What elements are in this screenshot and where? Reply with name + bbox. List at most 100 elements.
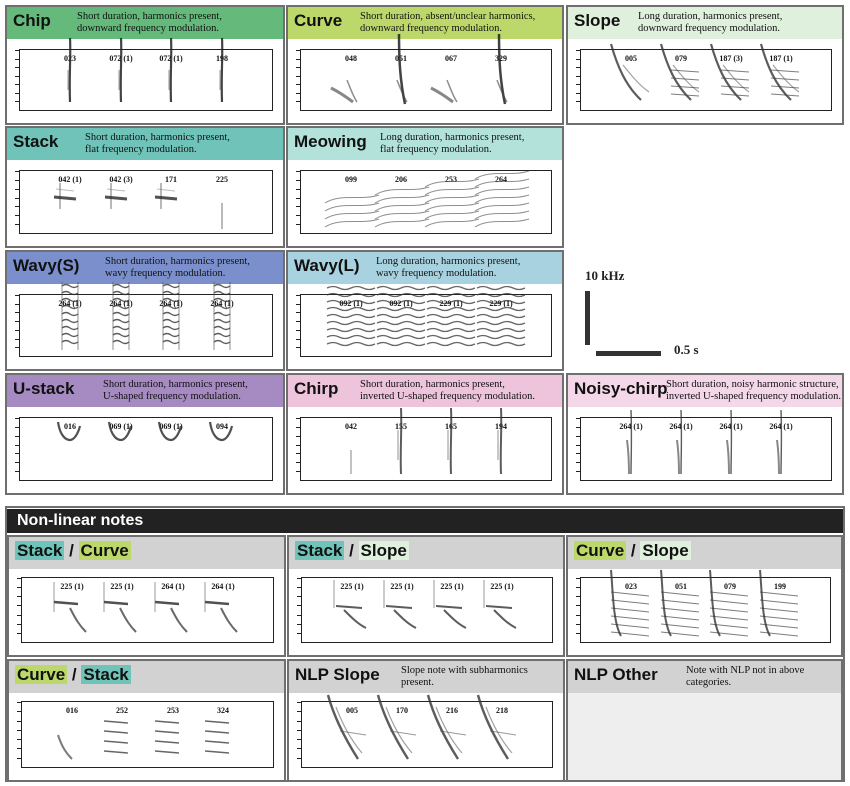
panel-description: Note with NLP not in above categories.: [686, 665, 804, 689]
note-spectrogram: [40, 30, 100, 108]
spectrogram-plot: 023 051 079 199: [576, 569, 831, 643]
note-label: 199: [774, 582, 786, 591]
note-spectrogram: [143, 687, 203, 765]
description-line: Short duration, harmonics present,: [105, 256, 250, 267]
description-line: present.: [401, 677, 434, 688]
panel-header: Stack Short duration, harmonics present, f…: [7, 128, 283, 160]
panel-wavy-s-: Wavy(S) Short duration, harmonics present…: [5, 250, 285, 371]
panel-description: Long duration, harmonics present, flat fr…: [380, 132, 524, 156]
spectrogram-plot: 016 252 253 324: [17, 701, 274, 768]
panel-description: Slope note with subharmonics present.: [401, 665, 528, 689]
category-tag-second: Slope: [358, 541, 409, 560]
note-label: 229 (1): [439, 299, 463, 308]
note-label: 069 (1): [159, 422, 183, 431]
note-spectrogram: [40, 400, 100, 478]
note-label: 187 (3): [719, 54, 743, 63]
note-label: 264 (1): [159, 299, 183, 308]
panel-header: Noisy-chirp Short duration, noisy harmoni…: [568, 375, 842, 407]
panel-title: NLP Slope: [295, 665, 380, 684]
description-line: Note with NLP not in above: [686, 665, 805, 676]
note-label: 252: [116, 706, 128, 715]
note-label: 042 (1): [58, 175, 82, 184]
y-axis-ticks: [296, 50, 301, 111]
note-spectrogram: [192, 400, 252, 478]
panel-title: Wavy(S): [13, 256, 80, 275]
note-label: 067: [445, 54, 457, 63]
note-spectrogram: [750, 562, 810, 640]
spectrogram-plot: 264 (1) 264 (1) 264 (1) 264 (1): [576, 409, 832, 481]
panel-stack: Stack Short duration, harmonics present, f…: [5, 126, 285, 248]
panel-header: Chirp Short duration, harmonics present, i…: [288, 375, 562, 407]
note-spectrogram: [472, 687, 532, 765]
note-spectrogram: [192, 30, 252, 108]
panel-meowing: Meowing Long duration, harmonics present,…: [286, 126, 564, 248]
note-spectrogram: [371, 153, 431, 231]
note-label: 225 (1): [340, 582, 364, 591]
category-tag-second: Slope: [640, 541, 691, 560]
note-label: 264 (1): [210, 299, 234, 308]
description-line: Long duration, harmonics present,: [376, 256, 521, 267]
spectrogram-plot: 264 (1) 264 (1) 264 (1) 264 (1): [15, 282, 273, 357]
description-line: Short duration, harmonics present,: [85, 132, 230, 143]
description-line: Long duration, harmonics present,: [638, 11, 783, 22]
note-label: 264 (1): [211, 582, 235, 591]
note-spectrogram: [91, 30, 151, 108]
category-tag-second: Stack: [81, 665, 131, 684]
note-label: 264 (1): [109, 299, 133, 308]
category-tag-first: Stack: [295, 541, 345, 560]
panel-stack-slope: Stack / Slope 225 (1) 225 (1) 225 (1) 225 (1…: [287, 535, 565, 657]
note-spectrogram: [92, 562, 152, 640]
note-spectrogram: [91, 400, 151, 478]
y-axis-ticks: [296, 295, 301, 357]
note-spectrogram: [421, 153, 481, 231]
note-label: 225 (1): [110, 582, 134, 591]
note-spectrogram: [751, 30, 811, 108]
panel-nlp-other: NLP Other Note with NLP not in above categ…: [566, 659, 843, 782]
scale-bar-frequency: [585, 291, 590, 345]
note-spectrogram: [471, 153, 531, 231]
category-separator: /: [344, 541, 359, 560]
note-label: 329: [495, 54, 507, 63]
y-axis-ticks: [297, 702, 302, 768]
note-spectrogram: [193, 687, 253, 765]
scale-time-label: 0.5 s: [674, 342, 699, 357]
panel-title: Noisy-chirp: [574, 379, 668, 398]
note-spectrogram: [141, 276, 201, 354]
panel-header: Meowing Long duration, harmonics present,…: [288, 128, 562, 160]
note-label: 171: [165, 175, 177, 184]
description-line: inverted U-shaped frequency modulation.: [666, 391, 841, 402]
category-separator: /: [626, 541, 641, 560]
panel-title: Stack / Slope: [295, 541, 409, 561]
description-line: Short duration, noisy harmonic structure…: [666, 379, 839, 390]
panel-header: Curve / Slope: [568, 537, 841, 569]
note-spectrogram: [751, 400, 811, 478]
note-label: 048: [345, 54, 357, 63]
note-label: 187 (1): [769, 54, 793, 63]
note-spectrogram: [321, 400, 381, 478]
y-axis-ticks: [15, 171, 20, 234]
note-spectrogram: [651, 562, 711, 640]
description-line: Slope note with subharmonics: [401, 665, 528, 676]
spectrogram-plot: 016 069 (1) 069 (1) 094: [15, 417, 273, 481]
panel-header: NLP Slope Slope note with subharmonics pre…: [289, 661, 563, 693]
note-spectrogram: [40, 153, 100, 231]
spectrogram-plot: 023 072 (1) 072 (1) 198: [15, 37, 273, 111]
panel-title: Stack / Curve: [15, 541, 131, 561]
note-label: 042 (3): [109, 175, 133, 184]
panel-title: Slope: [574, 11, 621, 30]
note-label: 264 (1): [161, 582, 185, 591]
note-label: 206: [395, 175, 407, 184]
note-label: 094: [216, 422, 228, 431]
y-axis-ticks: [576, 50, 581, 111]
category-tag-first: Stack: [15, 541, 65, 560]
description-line: Short duration, harmonics present,: [103, 379, 248, 390]
scale-frequency-label: 10 kHz: [585, 268, 625, 283]
panel-nlp-slope: NLP Slope Slope note with subharmonics pre…: [287, 659, 565, 782]
note-spectrogram: [472, 562, 532, 640]
panel-description: Short duration, absent/unclear harmonics…: [360, 11, 535, 35]
note-spectrogram: [701, 30, 761, 108]
note-spectrogram: [422, 687, 482, 765]
note-spectrogram: [321, 276, 381, 354]
panel-header: Curve / Stack: [9, 661, 284, 693]
note-label: 099: [345, 175, 357, 184]
